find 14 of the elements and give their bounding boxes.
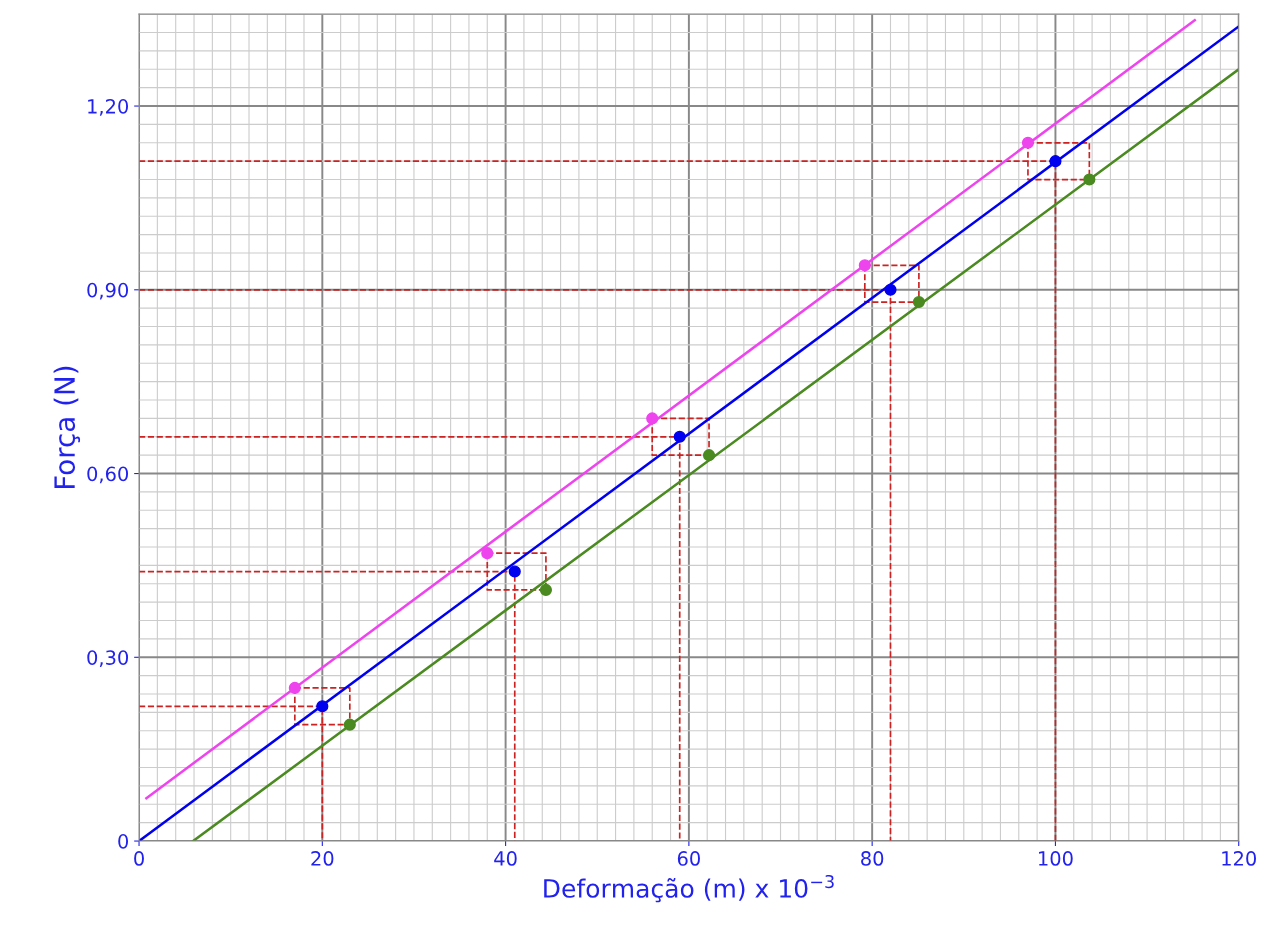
y-axis-title: Força (N) <box>53 366 81 489</box>
x-tick-label: 20 <box>311 851 334 866</box>
x-axis-title: Deformação (m) x 10$^{−3}$ <box>544 874 834 903</box>
x-tick-label: 120 <box>1222 851 1256 866</box>
x-tick-label: 0 <box>134 851 144 866</box>
y-tick-label: 0,30 <box>87 650 129 667</box>
x-tick-label: 60 <box>677 851 700 866</box>
x-tick-label: 100 <box>1039 851 1073 866</box>
y-tick-label: 1,20 <box>88 99 129 116</box>
y-tick-label: 0,60 <box>87 466 129 484</box>
y-tick-label: 0,90 <box>87 282 129 300</box>
x-tick-label: 40 <box>494 851 517 866</box>
y-tick-label: 0 <box>118 834 129 849</box>
x-tick-label: 80 <box>861 851 884 866</box>
